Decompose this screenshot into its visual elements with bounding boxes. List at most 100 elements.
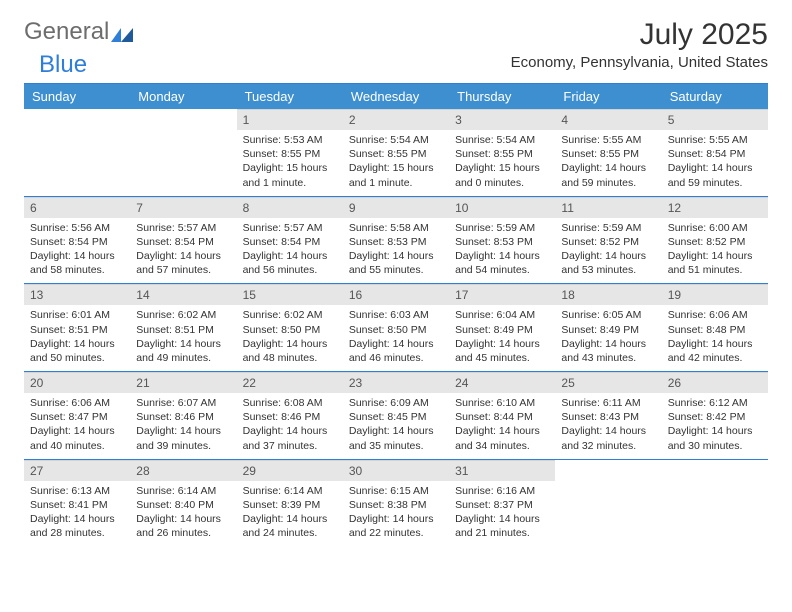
- daylight-line: Daylight: 14 hours and 30 minutes.: [668, 424, 762, 452]
- calendar-cell: [130, 109, 236, 196]
- day-number: 1: [237, 109, 343, 130]
- day-number: 6: [24, 197, 130, 218]
- sunrise-line: Sunrise: 6:08 AM: [243, 396, 337, 410]
- day-details: Sunrise: 6:06 AMSunset: 8:48 PMDaylight:…: [662, 305, 768, 371]
- day-details: Sunrise: 5:53 AMSunset: 8:55 PMDaylight:…: [237, 130, 343, 196]
- calendar-cell: 12Sunrise: 6:00 AMSunset: 8:52 PMDayligh…: [662, 196, 768, 284]
- sunset-line: Sunset: 8:46 PM: [243, 410, 337, 424]
- day-number: 30: [343, 460, 449, 481]
- sunset-line: Sunset: 8:46 PM: [136, 410, 230, 424]
- day-details: Sunrise: 5:55 AMSunset: 8:55 PMDaylight:…: [555, 130, 661, 196]
- calendar-cell: 2 Sunrise: 5:54 AMSunset: 8:55 PMDaylight…: [343, 109, 449, 196]
- sunrise-line: Sunrise: 6:03 AM: [349, 308, 443, 322]
- sunrise-line: Sunrise: 5:55 AM: [668, 133, 762, 147]
- sunrise-line: Sunrise: 6:11 AM: [561, 396, 655, 410]
- sunrise-line: Sunrise: 5:53 AM: [243, 133, 337, 147]
- calendar-cell: 29Sunrise: 6:14 AMSunset: 8:39 PMDayligh…: [237, 459, 343, 547]
- calendar-table: Sunday Monday Tuesday Wednesday Thursday…: [24, 84, 768, 546]
- sunrise-line: Sunrise: 5:55 AM: [561, 133, 655, 147]
- daylight-line: Daylight: 15 hours and 1 minute.: [349, 161, 443, 189]
- calendar-cell: 30Sunrise: 6:15 AMSunset: 8:38 PMDayligh…: [343, 459, 449, 547]
- logo: General: [24, 18, 135, 46]
- sunrise-line: Sunrise: 6:09 AM: [349, 396, 443, 410]
- sunset-line: Sunset: 8:44 PM: [455, 410, 549, 424]
- day-details: Sunrise: 6:00 AMSunset: 8:52 PMDaylight:…: [662, 218, 768, 284]
- daylight-line: Daylight: 14 hours and 51 minutes.: [668, 249, 762, 277]
- calendar-cell: 27Sunrise: 6:13 AMSunset: 8:41 PMDayligh…: [24, 459, 130, 547]
- daylight-line: Daylight: 14 hours and 21 minutes.: [455, 512, 549, 540]
- day-number: 14: [130, 284, 236, 305]
- day-details: Sunrise: 5:55 AMSunset: 8:54 PMDaylight:…: [662, 130, 768, 196]
- daylight-line: Daylight: 14 hours and 34 minutes.: [455, 424, 549, 452]
- day-number: 2: [343, 109, 449, 130]
- day-details: Sunrise: 6:09 AMSunset: 8:45 PMDaylight:…: [343, 393, 449, 459]
- calendar-cell: 23Sunrise: 6:09 AMSunset: 8:45 PMDayligh…: [343, 371, 449, 459]
- sunset-line: Sunset: 8:52 PM: [561, 235, 655, 249]
- day-details: Sunrise: 6:14 AMSunset: 8:40 PMDaylight:…: [130, 481, 236, 547]
- calendar-cell: 11Sunrise: 5:59 AMSunset: 8:52 PMDayligh…: [555, 196, 661, 284]
- day-number: 15: [237, 284, 343, 305]
- day-number: 31: [449, 460, 555, 481]
- logo-icon: [111, 28, 133, 42]
- day-number: 10: [449, 197, 555, 218]
- daylight-line: Daylight: 14 hours and 45 minutes.: [455, 337, 549, 365]
- sunrise-line: Sunrise: 5:59 AM: [561, 221, 655, 235]
- calendar-cell: 24Sunrise: 6:10 AMSunset: 8:44 PMDayligh…: [449, 371, 555, 459]
- day-number: 28: [130, 460, 236, 481]
- title-block: July 2025 Economy, Pennsylvania, United …: [511, 18, 768, 71]
- calendar-cell: 18Sunrise: 6:05 AMSunset: 8:49 PMDayligh…: [555, 283, 661, 371]
- sunrise-line: Sunrise: 6:16 AM: [455, 484, 549, 498]
- sunset-line: Sunset: 8:49 PM: [561, 323, 655, 337]
- day-number: 19: [662, 284, 768, 305]
- day-details: Sunrise: 6:13 AMSunset: 8:41 PMDaylight:…: [24, 481, 130, 547]
- page-title: July 2025: [511, 18, 768, 52]
- day-details: Sunrise: 6:02 AMSunset: 8:51 PMDaylight:…: [130, 305, 236, 371]
- daylight-line: Daylight: 14 hours and 58 minutes.: [30, 249, 124, 277]
- sunset-line: Sunset: 8:50 PM: [243, 323, 337, 337]
- sunset-line: Sunset: 8:45 PM: [349, 410, 443, 424]
- calendar-cell: 13Sunrise: 6:01 AMSunset: 8:51 PMDayligh…: [24, 283, 130, 371]
- day-details: Sunrise: 6:03 AMSunset: 8:50 PMDaylight:…: [343, 305, 449, 371]
- calendar-cell: 15Sunrise: 6:02 AMSunset: 8:50 PMDayligh…: [237, 283, 343, 371]
- daylight-line: Daylight: 14 hours and 42 minutes.: [668, 337, 762, 365]
- sunset-line: Sunset: 8:51 PM: [30, 323, 124, 337]
- sunrise-line: Sunrise: 5:58 AM: [349, 221, 443, 235]
- calendar-cell: 6Sunrise: 5:56 AMSunset: 8:54 PMDaylight…: [24, 196, 130, 284]
- sunset-line: Sunset: 8:43 PM: [561, 410, 655, 424]
- calendar-cell: 17Sunrise: 6:04 AMSunset: 8:49 PMDayligh…: [449, 283, 555, 371]
- sunrise-line: Sunrise: 5:56 AM: [30, 221, 124, 235]
- sunset-line: Sunset: 8:55 PM: [349, 147, 443, 161]
- sunrise-line: Sunrise: 5:54 AM: [349, 133, 443, 147]
- calendar-cell: 19Sunrise: 6:06 AMSunset: 8:48 PMDayligh…: [662, 283, 768, 371]
- daylight-line: Daylight: 14 hours and 32 minutes.: [561, 424, 655, 452]
- day-details: Sunrise: 6:05 AMSunset: 8:49 PMDaylight:…: [555, 305, 661, 371]
- day-number: 8: [237, 197, 343, 218]
- day-details: Sunrise: 6:11 AMSunset: 8:43 PMDaylight:…: [555, 393, 661, 459]
- day-details: Sunrise: 6:06 AMSunset: 8:47 PMDaylight:…: [24, 393, 130, 459]
- sunset-line: Sunset: 8:38 PM: [349, 498, 443, 512]
- calendar-cell: 25Sunrise: 6:11 AMSunset: 8:43 PMDayligh…: [555, 371, 661, 459]
- calendar-cell: 1Sunrise: 5:53 AMSunset: 8:55 PMDaylight…: [237, 109, 343, 196]
- daylight-line: Daylight: 14 hours and 39 minutes.: [136, 424, 230, 452]
- sunrise-line: Sunrise: 6:04 AM: [455, 308, 549, 322]
- sunset-line: Sunset: 8:41 PM: [30, 498, 124, 512]
- sunset-line: Sunset: 8:51 PM: [136, 323, 230, 337]
- sunset-line: Sunset: 8:42 PM: [668, 410, 762, 424]
- sunset-line: Sunset: 8:54 PM: [243, 235, 337, 249]
- sunrise-line: Sunrise: 6:02 AM: [243, 308, 337, 322]
- calendar-row: 20Sunrise: 6:06 AMSunset: 8:47 PMDayligh…: [24, 371, 768, 459]
- daylight-line: Daylight: 14 hours and 35 minutes.: [349, 424, 443, 452]
- day-number: 22: [237, 372, 343, 393]
- sunrise-line: Sunrise: 6:14 AM: [243, 484, 337, 498]
- day-details: Sunrise: 6:02 AMSunset: 8:50 PMDaylight:…: [237, 305, 343, 371]
- daylight-line: Daylight: 15 hours and 0 minutes.: [455, 161, 549, 189]
- calendar-cell: 26Sunrise: 6:12 AMSunset: 8:42 PMDayligh…: [662, 371, 768, 459]
- daylight-line: Daylight: 14 hours and 56 minutes.: [243, 249, 337, 277]
- sunset-line: Sunset: 8:53 PM: [349, 235, 443, 249]
- sunrise-line: Sunrise: 6:13 AM: [30, 484, 124, 498]
- sunset-line: Sunset: 8:55 PM: [455, 147, 549, 161]
- day-details: Sunrise: 6:07 AMSunset: 8:46 PMDaylight:…: [130, 393, 236, 459]
- sunset-line: Sunset: 8:47 PM: [30, 410, 124, 424]
- sunrise-line: Sunrise: 6:06 AM: [30, 396, 124, 410]
- day-number: 5: [662, 109, 768, 130]
